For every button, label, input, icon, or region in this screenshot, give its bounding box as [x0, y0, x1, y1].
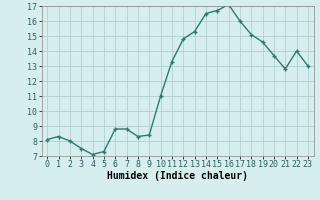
- X-axis label: Humidex (Indice chaleur): Humidex (Indice chaleur): [107, 171, 248, 181]
